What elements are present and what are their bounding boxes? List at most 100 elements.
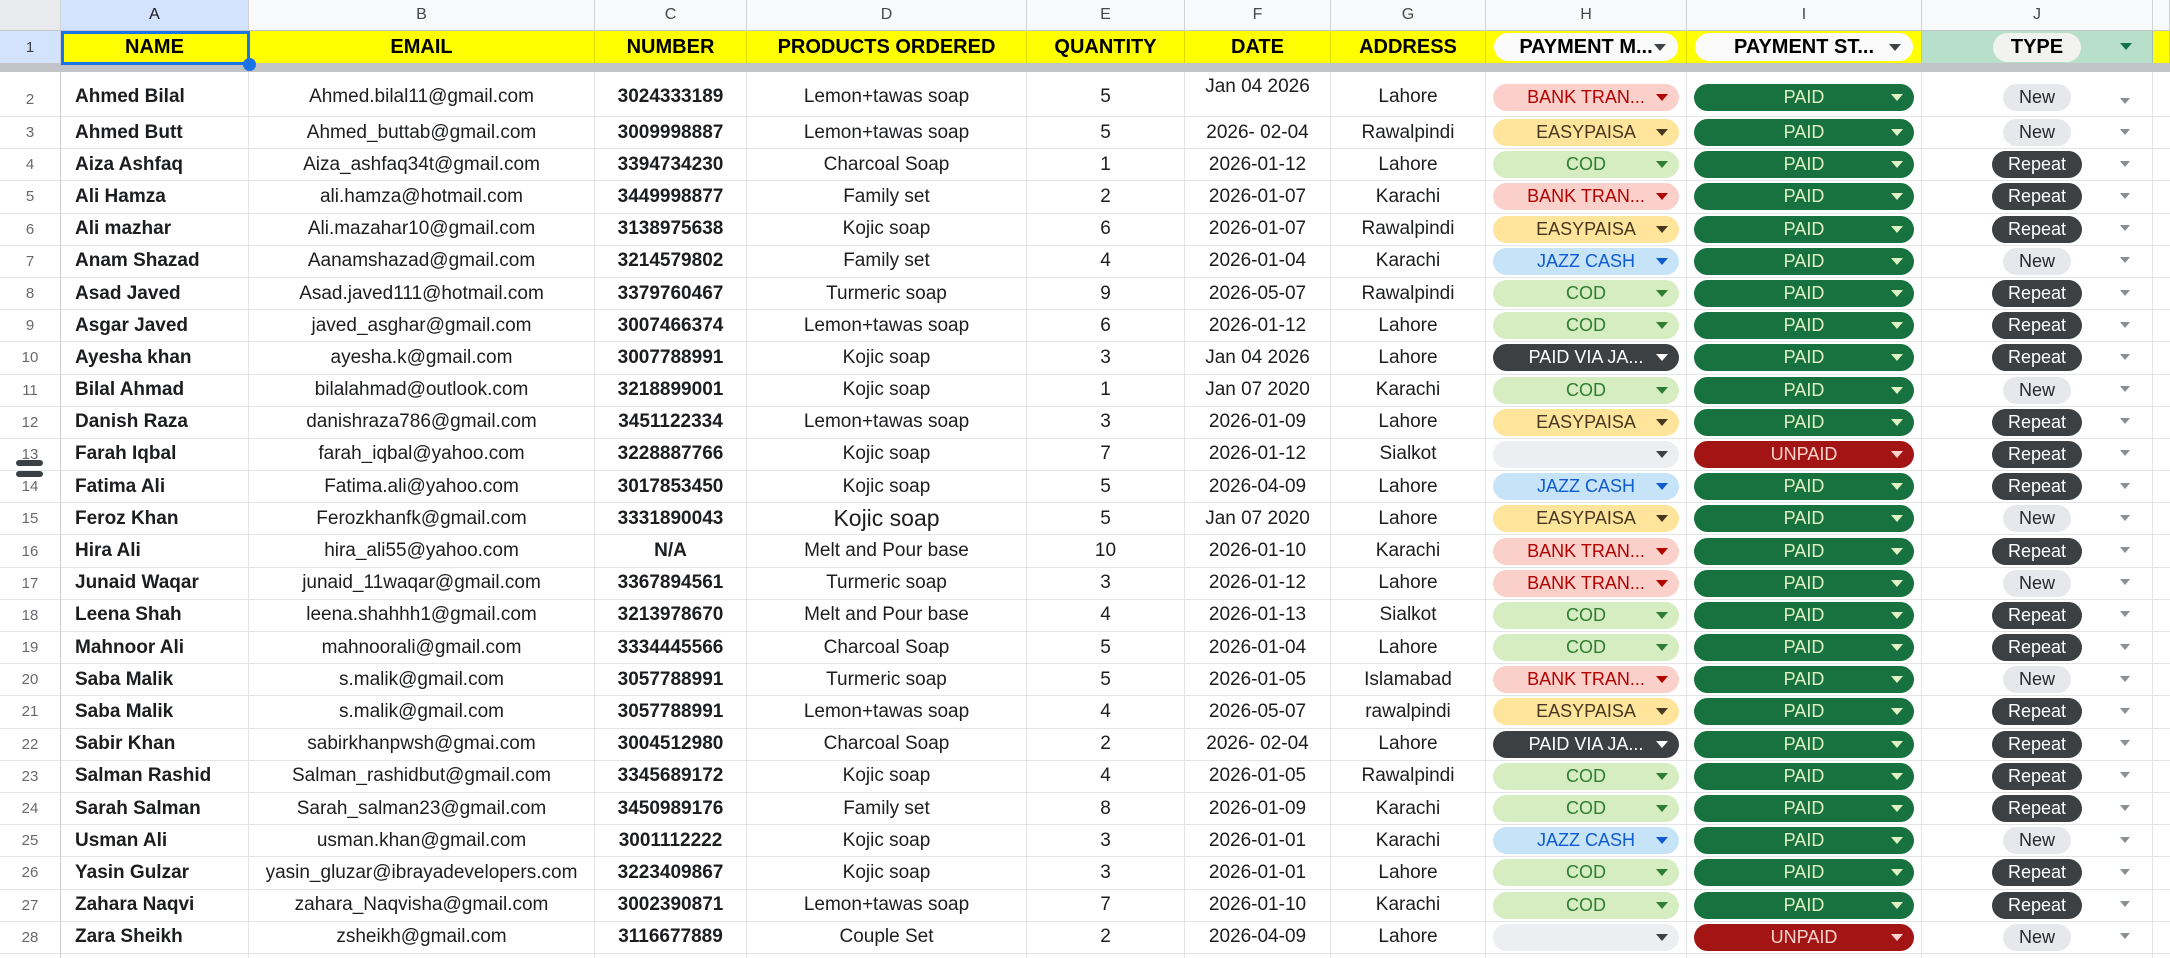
payment-method-chip[interactable]: BANK TRAN... (1493, 666, 1679, 694)
row-number[interactable]: 25 (0, 825, 61, 858)
cell-payment-status[interactable]: PAID (1687, 857, 1922, 890)
cell-payment-method[interactable]: JAZZ CASH (1486, 825, 1687, 858)
chevron-down-icon[interactable] (1656, 386, 1668, 394)
cell-type[interactable]: Repeat (1922, 149, 2153, 182)
chevron-down-icon[interactable] (2120, 772, 2130, 779)
chevron-down-icon[interactable] (1891, 772, 1903, 780)
cell-date[interactable]: 2026-01-04 (1185, 632, 1331, 665)
cell-number[interactable]: 3009998887 (595, 117, 747, 150)
cell-email[interactable]: zsheikh@gmail.com (249, 921, 595, 954)
payment-status-chip[interactable]: PAID (1694, 698, 1914, 726)
chevron-down-icon[interactable] (1891, 708, 1903, 716)
cell-product[interactable]: Turmeric soap (747, 277, 1027, 311)
cell-number[interactable]: 3002390871 (595, 889, 747, 922)
column-header-b[interactable]: B (249, 0, 595, 31)
payment-status-chip[interactable]: PAID (1694, 376, 1914, 404)
cell-quantity[interactable]: 5 (1027, 632, 1185, 665)
cell-payment-method[interactable]: COD (1486, 760, 1687, 793)
cell-address[interactable]: Lahore (1331, 149, 1486, 182)
cell-number[interactable]: 3024333189 (595, 72, 747, 117)
cell-email[interactable]: s.malik@gmail.com (249, 696, 595, 729)
cell-address[interactable] (1331, 953, 1486, 958)
column-header-j[interactable]: J (1922, 0, 2153, 31)
payment-status-chip[interactable]: PAID (1694, 247, 1914, 275)
cell-number[interactable]: 3116677889 (595, 921, 747, 954)
cell-type[interactable]: New (1922, 374, 2153, 407)
cell-product[interactable]: Kojic soap (747, 857, 1027, 890)
cell-payment-method[interactable]: COD (1486, 310, 1687, 343)
cell-quantity[interactable]: 3 (1027, 825, 1185, 858)
cell-number[interactable]: 3331890043 (595, 503, 747, 536)
cell-date[interactable]: 2026-01-09 (1185, 406, 1331, 439)
cell-address[interactable]: Lahore (1331, 471, 1486, 504)
row-number[interactable]: 11 (0, 374, 61, 407)
chevron-down-icon[interactable] (1656, 418, 1668, 426)
row-number[interactable]: 2 (0, 72, 61, 117)
payment-status-chip[interactable]: PAID (1694, 344, 1914, 372)
cell-date[interactable]: 2026-05-07 (1185, 277, 1331, 311)
cell-address[interactable]: Karachi (1331, 181, 1486, 214)
chevron-down-icon[interactable] (1891, 94, 1903, 101)
cell-email[interactable]: Sarah_salman23@gmail.com (249, 792, 595, 826)
cell-payment-status[interactable]: PAID (1687, 117, 1922, 150)
row-number[interactable]: 8 (0, 277, 61, 311)
chevron-down-icon[interactable] (2120, 707, 2130, 714)
cell-address[interactable]: Rawalpindi (1331, 213, 1486, 246)
cell-type[interactable]: Repeat (1922, 438, 2153, 472)
cell-quantity[interactable]: 1 (1027, 374, 1185, 407)
payment-method-chip[interactable]: COD (1493, 634, 1679, 662)
row-number[interactable]: 27 (0, 889, 61, 922)
payment-status-chip[interactable]: UNPAID (1694, 923, 1914, 951)
cell-number[interactable]: 3451122334 (595, 406, 747, 439)
cell-type[interactable]: Repeat (1922, 213, 2153, 246)
row-number[interactable]: 10 (0, 342, 61, 375)
row-number[interactable]: 19 (0, 632, 61, 665)
cell-name[interactable]: Mahnoor Ali (61, 632, 249, 665)
chevron-down-icon[interactable] (1656, 644, 1668, 652)
cell-address[interactable]: Karachi (1331, 374, 1486, 407)
payment-status-chip[interactable]: PAID (1694, 730, 1914, 758)
cell-payment-method[interactable]: BANK TRAN... (1486, 535, 1687, 568)
cell-date[interactable]: 2026-01-12 (1185, 567, 1331, 600)
chevron-down-icon[interactable] (2120, 160, 2130, 167)
chevron-down-icon[interactable] (1656, 225, 1668, 233)
cell-type[interactable]: Repeat (1922, 760, 2153, 793)
column-header-i[interactable]: I (1687, 0, 1922, 31)
cell-type[interactable]: New (1922, 825, 2153, 858)
row-number[interactable]: 22 (0, 728, 61, 761)
payment-status-header-chip[interactable]: PAYMENT ST... (1695, 33, 1913, 61)
payment-method-chip[interactable]: COD (1493, 859, 1679, 887)
cell-payment-status[interactable]: PAID (1687, 406, 1922, 439)
payment-status-chip[interactable]: PAID (1694, 215, 1914, 243)
column-header-d[interactable]: D (747, 0, 1027, 31)
cell-quantity[interactable]: 2 (1027, 921, 1185, 954)
payment-method-chip[interactable]: COD (1493, 376, 1679, 404)
cell-product[interactable]: Turmeric soap (747, 567, 1027, 600)
cell-quantity[interactable]: 3 (1027, 857, 1185, 890)
cell-name[interactable]: Ahmed Bilal (61, 72, 249, 117)
cell-address[interactable]: Rawalpindi (1331, 277, 1486, 311)
cell-quantity[interactable]: 5 (1027, 72, 1185, 117)
chevron-down-icon[interactable] (1656, 354, 1668, 362)
row-number[interactable]: 7 (0, 245, 61, 278)
cell-address[interactable]: Lahore (1331, 567, 1486, 600)
cell-date[interactable]: 2026-01-01 (1185, 857, 1331, 890)
cell-name[interactable]: Farah Iqbal (61, 438, 249, 472)
column-header-f[interactable]: F (1185, 0, 1331, 31)
header-cell-payment-method[interactable]: PAYMENT M... (1486, 31, 1687, 63)
cell-email[interactable]: ayesha.k@gmail.com (249, 342, 595, 375)
payment-method-chip[interactable]: EASYPAISA (1493, 215, 1679, 243)
row-number[interactable]: 14 (0, 471, 61, 504)
cell-quantity[interactable]: 8 (1027, 792, 1185, 826)
column-header-c[interactable]: C (595, 0, 747, 31)
cell-payment-method[interactable]: COD (1486, 889, 1687, 922)
cell-number[interactable]: 3449998877 (595, 181, 747, 214)
cell-payment-status[interactable]: PAID (1687, 374, 1922, 407)
payment-method-chip[interactable]: EASYPAISA (1493, 698, 1679, 726)
chevron-down-icon[interactable] (1891, 579, 1903, 587)
cell-number[interactable]: 3223409867 (595, 857, 747, 890)
chevron-down-icon[interactable] (2120, 804, 2130, 811)
chevron-down-icon[interactable] (2120, 257, 2130, 264)
payment-method-chip[interactable]: COD (1493, 312, 1679, 340)
cell-product[interactable]: Melt and Pour base (747, 535, 1027, 568)
